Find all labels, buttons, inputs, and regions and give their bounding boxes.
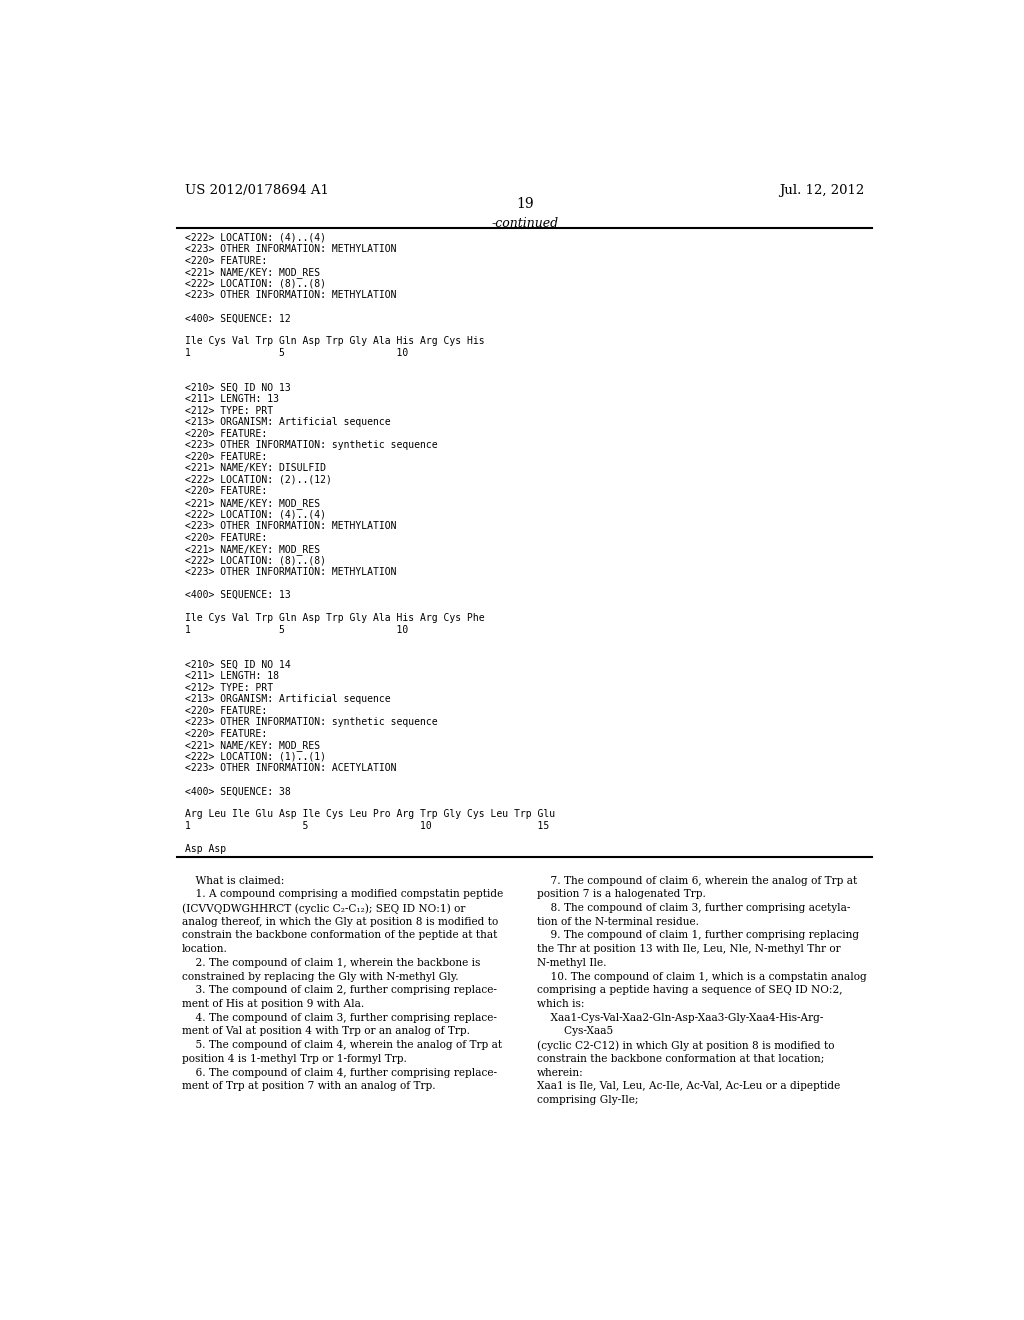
Text: <222> LOCATION: (4)..(4): <222> LOCATION: (4)..(4) [185, 510, 326, 520]
Text: <222> LOCATION: (1)..(1): <222> LOCATION: (1)..(1) [185, 751, 326, 762]
Text: <223> OTHER INFORMATION: METHYLATION: <223> OTHER INFORMATION: METHYLATION [185, 244, 396, 255]
Text: <221> NAME/KEY: MOD_RES: <221> NAME/KEY: MOD_RES [185, 544, 321, 554]
Text: 1                   5                   10                  15: 1 5 10 15 [185, 821, 550, 832]
Text: <210> SEQ ID NO 14: <210> SEQ ID NO 14 [185, 660, 291, 669]
Text: <400> SEQUENCE: 12: <400> SEQUENCE: 12 [185, 313, 291, 323]
Text: <223> OTHER INFORMATION: METHYLATION: <223> OTHER INFORMATION: METHYLATION [185, 521, 396, 531]
Text: position 4 is 1-methyl Trp or 1-formyl Trp.: position 4 is 1-methyl Trp or 1-formyl T… [182, 1053, 407, 1064]
Text: (ICVVQDWGHHRCT (cyclic C₂-C₁₂); SEQ ID NO:1) or: (ICVVQDWGHHRCT (cyclic C₂-C₁₂); SEQ ID N… [182, 903, 465, 913]
Text: <213> ORGANISM: Artificial sequence: <213> ORGANISM: Artificial sequence [185, 417, 391, 428]
Text: 1               5                   10: 1 5 10 [185, 624, 409, 635]
Text: <400> SEQUENCE: 13: <400> SEQUENCE: 13 [185, 590, 291, 601]
Text: Asp Asp: Asp Asp [185, 843, 226, 854]
Text: 4. The compound of claim 3, further comprising replace-: 4. The compound of claim 3, further comp… [182, 1012, 497, 1023]
Text: tion of the N-terminal residue.: tion of the N-terminal residue. [537, 916, 698, 927]
Text: comprising a peptide having a sequence of SEQ ID NO:2,: comprising a peptide having a sequence o… [537, 985, 842, 995]
Text: 9. The compound of claim 1, further comprising replacing: 9. The compound of claim 1, further comp… [537, 931, 859, 940]
Text: <223> OTHER INFORMATION: METHYLATION: <223> OTHER INFORMATION: METHYLATION [185, 290, 396, 300]
Text: What is claimed:: What is claimed: [182, 875, 285, 886]
Text: Ile Cys Val Trp Gln Asp Trp Gly Ala His Arg Cys His: Ile Cys Val Trp Gln Asp Trp Gly Ala His … [185, 337, 484, 346]
Text: constrained by replacing the Gly with N-methyl Gly.: constrained by replacing the Gly with N-… [182, 972, 459, 982]
Text: Ile Cys Val Trp Gln Asp Trp Gly Ala His Arg Cys Phe: Ile Cys Val Trp Gln Asp Trp Gly Ala His … [185, 614, 484, 623]
Text: location.: location. [182, 944, 227, 954]
Text: position 7 is a halogenated Trp.: position 7 is a halogenated Trp. [537, 890, 706, 899]
Text: <221> NAME/KEY: MOD_RES: <221> NAME/KEY: MOD_RES [185, 741, 321, 751]
Text: -continued: -continued [492, 218, 558, 231]
Text: <220> FEATURE:: <220> FEATURE: [185, 532, 267, 543]
Text: ment of Val at position 4 with Trp or an analog of Trp.: ment of Val at position 4 with Trp or an… [182, 1027, 470, 1036]
Text: Xaa1-Cys-Val-Xaa2-Gln-Asp-Xaa3-Gly-Xaa4-His-Arg-: Xaa1-Cys-Val-Xaa2-Gln-Asp-Xaa3-Gly-Xaa4-… [537, 1012, 823, 1023]
Text: 1               5                   10: 1 5 10 [185, 348, 409, 358]
Text: 1. A compound comprising a modified compstatin peptide: 1. A compound comprising a modified comp… [182, 890, 503, 899]
Text: constrain the backbone conformation of the peptide at that: constrain the backbone conformation of t… [182, 931, 498, 940]
Text: Jul. 12, 2012: Jul. 12, 2012 [779, 183, 864, 197]
Text: US 2012/0178694 A1: US 2012/0178694 A1 [185, 183, 329, 197]
Text: which is:: which is: [537, 999, 585, 1008]
Text: 8. The compound of claim 3, further comprising acetyla-: 8. The compound of claim 3, further comp… [537, 903, 850, 913]
Text: <220> FEATURE:: <220> FEATURE: [185, 451, 267, 462]
Text: the Thr at position 13 with Ile, Leu, Nle, N-methyl Thr or: the Thr at position 13 with Ile, Leu, Nl… [537, 944, 841, 954]
Text: <222> LOCATION: (8)..(8): <222> LOCATION: (8)..(8) [185, 279, 326, 289]
Text: constrain the backbone conformation at that location;: constrain the backbone conformation at t… [537, 1053, 824, 1064]
Text: <220> FEATURE:: <220> FEATURE: [185, 256, 267, 265]
Text: <211> LENGTH: 13: <211> LENGTH: 13 [185, 395, 280, 404]
Text: <222> LOCATION: (2)..(12): <222> LOCATION: (2)..(12) [185, 475, 332, 484]
Text: 6. The compound of claim 4, further comprising replace-: 6. The compound of claim 4, further comp… [182, 1068, 497, 1077]
Text: <212> TYPE: PRT: <212> TYPE: PRT [185, 405, 273, 416]
Text: <220> FEATURE:: <220> FEATURE: [185, 706, 267, 715]
Text: ment of Trp at position 7 with an analog of Trp.: ment of Trp at position 7 with an analog… [182, 1081, 435, 1092]
Text: 2. The compound of claim 1, wherein the backbone is: 2. The compound of claim 1, wherein the … [182, 958, 480, 968]
Text: (cyclic C2-C12) in which Gly at position 8 is modified to: (cyclic C2-C12) in which Gly at position… [537, 1040, 835, 1051]
Text: 5. The compound of claim 4, wherein the analog of Trp at: 5. The compound of claim 4, wherein the … [182, 1040, 502, 1051]
Text: <222> LOCATION: (4)..(4): <222> LOCATION: (4)..(4) [185, 232, 326, 243]
Text: 19: 19 [516, 197, 534, 211]
Text: 3. The compound of claim 2, further comprising replace-: 3. The compound of claim 2, further comp… [182, 985, 497, 995]
Text: <221> NAME/KEY: MOD_RES: <221> NAME/KEY: MOD_RES [185, 498, 321, 508]
Text: analog thereof, in which the Gly at position 8 is modified to: analog thereof, in which the Gly at posi… [182, 916, 499, 927]
Text: <222> LOCATION: (8)..(8): <222> LOCATION: (8)..(8) [185, 556, 326, 565]
Text: <223> OTHER INFORMATION: synthetic sequence: <223> OTHER INFORMATION: synthetic seque… [185, 717, 438, 727]
Text: <220> FEATURE:: <220> FEATURE: [185, 486, 267, 496]
Text: <220> FEATURE:: <220> FEATURE: [185, 429, 267, 438]
Text: <221> NAME/KEY: DISULFID: <221> NAME/KEY: DISULFID [185, 463, 326, 474]
Text: <400> SEQUENCE: 38: <400> SEQUENCE: 38 [185, 787, 291, 796]
Text: Xaa1 is Ile, Val, Leu, Ac-Ile, Ac-Val, Ac-Leu or a dipeptide: Xaa1 is Ile, Val, Leu, Ac-Ile, Ac-Val, A… [537, 1081, 840, 1092]
Text: wherein:: wherein: [537, 1068, 584, 1077]
Text: <223> OTHER INFORMATION: METHYLATION: <223> OTHER INFORMATION: METHYLATION [185, 568, 396, 577]
Text: N-methyl Ile.: N-methyl Ile. [537, 958, 606, 968]
Text: <212> TYPE: PRT: <212> TYPE: PRT [185, 682, 273, 693]
Text: ment of His at position 9 with Ala.: ment of His at position 9 with Ala. [182, 999, 365, 1008]
Text: <221> NAME/KEY: MOD_RES: <221> NAME/KEY: MOD_RES [185, 267, 321, 279]
Text: 10. The compound of claim 1, which is a compstatin analog: 10. The compound of claim 1, which is a … [537, 972, 866, 982]
Text: <220> FEATURE:: <220> FEATURE: [185, 729, 267, 739]
Text: Arg Leu Ile Glu Asp Ile Cys Leu Pro Arg Trp Gly Cys Leu Trp Glu: Arg Leu Ile Glu Asp Ile Cys Leu Pro Arg … [185, 809, 555, 820]
Text: comprising Gly-Ile;: comprising Gly-Ile; [537, 1096, 638, 1105]
Text: 7. The compound of claim 6, wherein the analog of Trp at: 7. The compound of claim 6, wherein the … [537, 875, 857, 886]
Text: <223> OTHER INFORMATION: ACETYLATION: <223> OTHER INFORMATION: ACETYLATION [185, 763, 396, 774]
Text: <211> LENGTH: 18: <211> LENGTH: 18 [185, 671, 280, 681]
Text: <213> ORGANISM: Artificial sequence: <213> ORGANISM: Artificial sequence [185, 694, 391, 704]
Text: Cys-Xaa5: Cys-Xaa5 [537, 1027, 612, 1036]
Text: <223> OTHER INFORMATION: synthetic sequence: <223> OTHER INFORMATION: synthetic seque… [185, 441, 438, 450]
Text: <210> SEQ ID NO 13: <210> SEQ ID NO 13 [185, 383, 291, 392]
